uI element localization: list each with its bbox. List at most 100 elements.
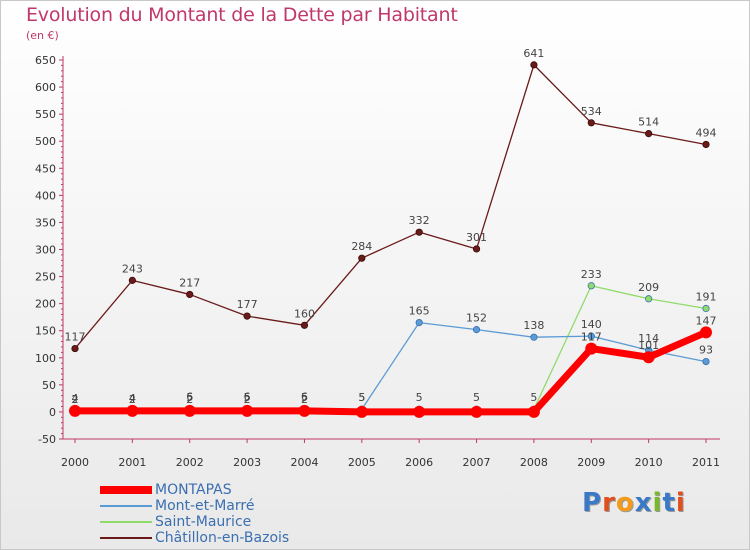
- data-label: 191: [696, 291, 717, 304]
- data-label: 177: [237, 298, 258, 311]
- x-tick-label: 2010: [635, 456, 663, 469]
- logo-letter: i: [675, 488, 686, 518]
- data-label: 332: [409, 214, 430, 227]
- data-point: [585, 342, 598, 355]
- data-point: [69, 404, 81, 417]
- logo-letter: r: [602, 488, 616, 518]
- data-point: [183, 404, 196, 417]
- data-label: 117: [65, 331, 86, 344]
- data-label: 5: [416, 391, 423, 404]
- x-tick-label: 2001: [118, 456, 146, 469]
- series-line: [74, 64, 707, 350]
- series-2: [71, 282, 710, 415]
- data-point: [527, 405, 540, 418]
- data-point: [645, 295, 653, 303]
- x-tick-label: 2003: [233, 456, 261, 469]
- legend-label: Mont-et-Marré: [155, 498, 255, 514]
- series-line: [71, 328, 710, 416]
- data-label: 4: [129, 392, 136, 405]
- data-label: 2: [244, 393, 251, 406]
- data-point: [472, 326, 481, 334]
- chart-subtitle: (en €): [26, 29, 59, 42]
- data-label: 209: [638, 281, 659, 294]
- logo-letter: t: [662, 488, 676, 518]
- y-tick-label: 400: [35, 189, 56, 202]
- data-label: 2: [301, 393, 308, 406]
- y-tick-label: 50: [42, 379, 56, 392]
- x-tick-label: 2002: [176, 456, 204, 469]
- data-point: [642, 351, 655, 364]
- data-label: 514: [638, 116, 659, 129]
- data-point: [587, 332, 595, 340]
- data-label: 138: [523, 319, 544, 332]
- data-label: 6: [244, 391, 251, 404]
- logo-letter: i: [652, 488, 663, 518]
- data-label: 160: [294, 307, 315, 320]
- data-point: [415, 228, 423, 236]
- data-point: [702, 357, 710, 366]
- data-point: [587, 119, 595, 127]
- data-label: 4: [129, 392, 136, 405]
- data-label: 6: [186, 391, 193, 404]
- data-point: [702, 140, 710, 149]
- y-tick-label: 650: [35, 54, 56, 67]
- data-point: [126, 404, 139, 417]
- data-point: [300, 321, 309, 329]
- data-label: 5: [530, 391, 537, 404]
- data-label: 5: [301, 391, 308, 404]
- y-tick-label: 200: [35, 298, 56, 311]
- legend-label: Saint-Maurice: [155, 514, 252, 530]
- data-label: 5: [358, 391, 365, 404]
- data-label: 217: [179, 276, 200, 289]
- y-tick-label: 500: [35, 135, 56, 148]
- data-label: 6: [301, 391, 308, 404]
- legend-swatch: [100, 486, 152, 494]
- x-tick-label: 2005: [348, 456, 376, 469]
- y-tick-label: 600: [35, 81, 56, 94]
- data-point: [530, 61, 538, 69]
- data-label: 641: [523, 47, 544, 60]
- data-point: [71, 344, 79, 353]
- data-label: 114: [638, 332, 659, 345]
- y-tick-label: 150: [35, 325, 56, 338]
- axes: -50 0 50 100 150 200 250 300 350 400 450 500 550 600 6…: [35, 54, 720, 469]
- y-tick-label: 0: [49, 406, 56, 419]
- y-tick-label: 250: [35, 271, 56, 284]
- data-label: 2: [186, 393, 193, 406]
- series-3: [71, 61, 710, 353]
- data-point: [128, 276, 136, 284]
- data-label: 165: [409, 305, 430, 318]
- data-label: 101: [638, 339, 659, 352]
- legend-swatch: [100, 505, 152, 507]
- data-point: [355, 405, 368, 418]
- data-label: 5: [244, 391, 251, 404]
- data-point: [587, 282, 595, 290]
- data-point: [645, 130, 653, 138]
- series-layer: [69, 61, 712, 418]
- x-tick-label: 2009: [577, 456, 605, 469]
- y-tick-label: 450: [35, 162, 56, 175]
- data-label: 140: [581, 318, 602, 331]
- x-tick-label: 2004: [290, 456, 318, 469]
- data-label: 534: [581, 105, 602, 118]
- data-label: 2: [72, 393, 79, 406]
- y-tick-label: 550: [35, 108, 56, 121]
- proxiti-logo: Proxiti: [582, 488, 686, 518]
- data-point: [241, 404, 254, 417]
- data-label: 147: [696, 314, 717, 327]
- y-tick-label: 300: [35, 244, 56, 257]
- data-label: 4: [72, 392, 79, 405]
- x-tick-label: 2011: [692, 456, 720, 469]
- data-label: 233: [581, 268, 602, 281]
- legend-label: MONTAPAS: [155, 482, 232, 498]
- logo-letter: o: [615, 488, 635, 518]
- data-label: 5: [358, 391, 365, 404]
- y-tick-label: 350: [35, 216, 56, 229]
- legend-label: Châtillon-en-Bazois: [155, 530, 290, 546]
- logo-letter: x: [634, 488, 653, 518]
- series-0: [69, 326, 712, 418]
- y-tick-label: -50: [38, 433, 56, 446]
- legend-swatch: [100, 521, 152, 523]
- x-tick-label: 2008: [520, 456, 548, 469]
